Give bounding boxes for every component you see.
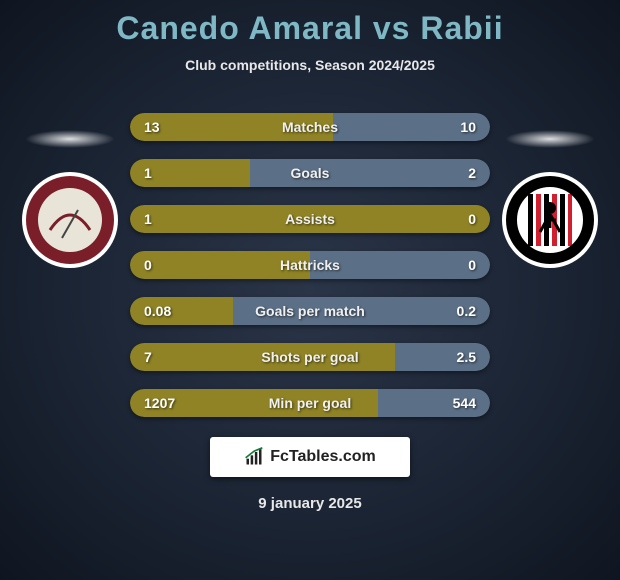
crest-shadow-left [25,130,115,148]
footer-date: 9 january 2025 [0,495,620,512]
stat-value-left: 1207 [130,395,210,411]
crest-left-svg [20,170,120,270]
stat-row: 7Shots per goal2.5 [130,343,490,371]
stat-row: 0Hattricks0 [130,251,490,279]
stat-value-right: 2 [410,165,490,181]
crest-right-svg [500,170,600,270]
stat-value-left: 7 [130,349,210,365]
stat-row: 1Goals2 [130,159,490,187]
stat-row: 13Matches10 [130,113,490,141]
stat-label: Goals [210,165,410,181]
stat-label: Goals per match [210,303,410,319]
crest-shadow-right [505,130,595,148]
site-label: FcTables.com [270,448,376,466]
stat-value-right: 10 [410,119,490,135]
stat-value-left: 1 [130,211,210,227]
stat-value-left: 13 [130,119,210,135]
stat-value-right: 2.5 [410,349,490,365]
team-crest-right [500,170,600,270]
stat-label: Assists [210,211,410,227]
stat-row: 0.08Goals per match0.2 [130,297,490,325]
stat-label: Shots per goal [210,349,410,365]
stat-value-right: 544 [410,395,490,411]
stat-value-right: 0 [410,211,490,227]
stat-label: Min per goal [210,395,410,411]
stat-value-right: 0.2 [410,303,490,319]
stat-label: Hattricks [210,257,410,273]
page-subtitle: Club competitions, Season 2024/2025 [0,57,620,73]
team-crest-left [20,170,120,270]
chart-icon [244,447,264,467]
stat-value-left: 0 [130,257,210,273]
stat-row: 1Assists0 [130,205,490,233]
page-title: Canedo Amaral vs Rabii [0,0,620,47]
stat-value-right: 0 [410,257,490,273]
stat-row: 1207Min per goal544 [130,389,490,417]
stat-value-left: 1 [130,165,210,181]
stat-value-left: 0.08 [130,303,210,319]
stat-label: Matches [210,119,410,135]
site-badge[interactable]: FcTables.com [210,437,410,477]
stats-container: 13Matches101Goals21Assists00Hattricks00.… [130,113,490,417]
